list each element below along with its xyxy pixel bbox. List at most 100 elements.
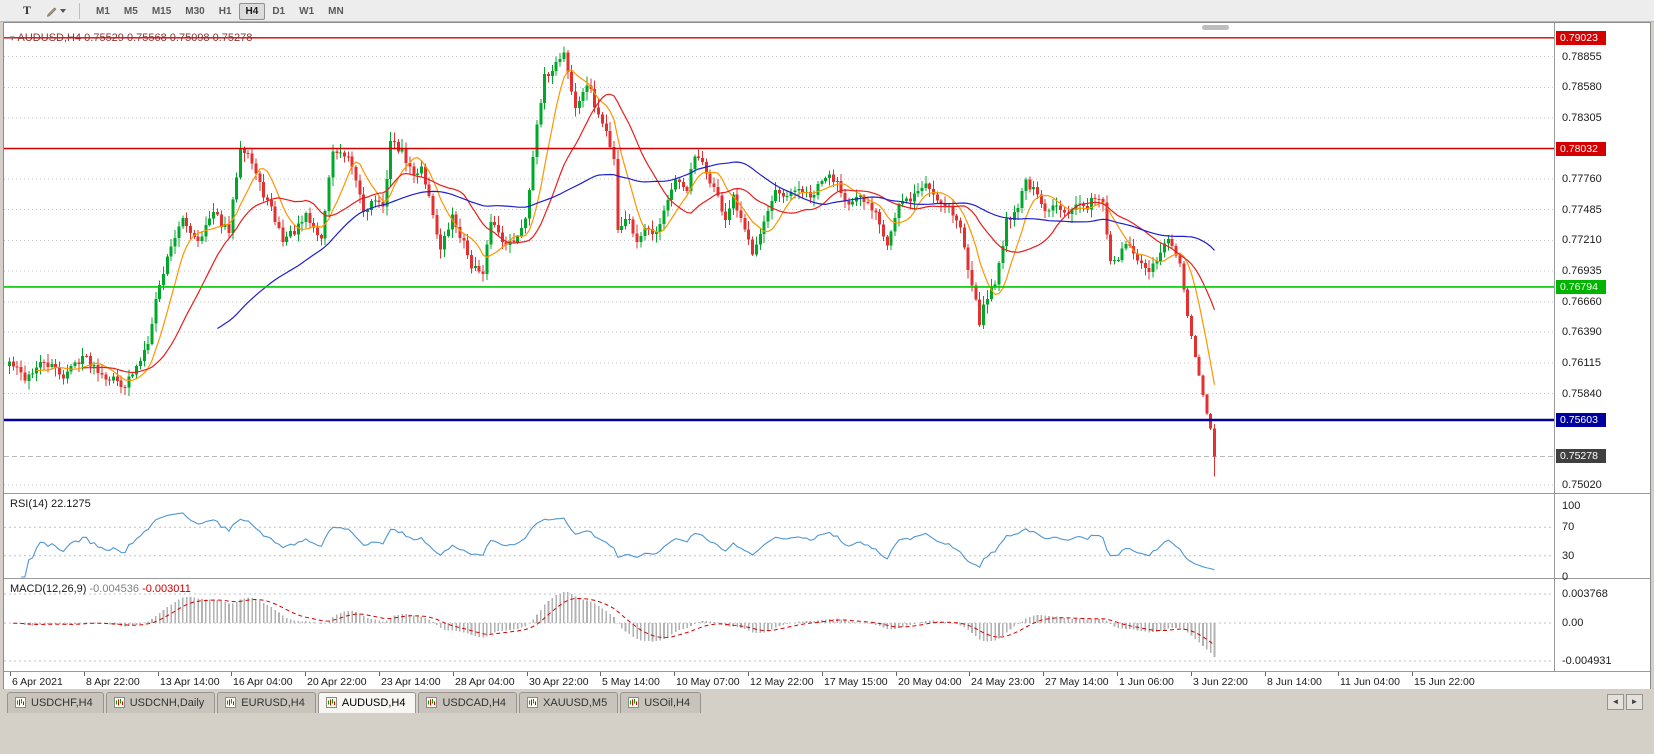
time-axis-label: 13 Apr 14:00 [160,676,220,688]
time-axis-label: 6 Apr 2021 [12,676,63,688]
price-axis-label: 0.78305 [1562,112,1602,124]
time-axis-label: 3 Jun 22:00 [1193,676,1248,688]
chart-icon [426,697,438,708]
tabs-scroll-right-button[interactable]: ► [1626,694,1643,710]
symbol-ohlc-header: ▾ AUDUSD,H4 0.75529 0.75568 0.75098 0.752… [10,32,252,44]
chart-tab-AUDUSD-H4[interactable]: AUDUSD,H4 [317,692,417,713]
time-axis-tick [600,672,601,676]
chart-tab-EURUSD-H4[interactable]: EURUSD,H4 [217,692,316,713]
chart-tab-XAUUSD-M5[interactable]: XAUUSD,M5 [519,692,619,713]
resistance-tag-upper[interactable]: 0.79023 [1556,31,1606,45]
time-axis-tick [1117,672,1118,676]
time-axis-label: 30 Apr 22:00 [529,676,589,688]
panel-divider-rsi[interactable] [4,493,1650,494]
tab-label: EURUSD,H4 [241,696,305,709]
support-tag-blue[interactable]: 0.75603 [1556,413,1606,427]
tab-label: USDCAD,H4 [442,696,507,709]
price-axis-label: 0.76660 [1562,296,1602,308]
chart-icon [628,697,640,708]
chart-tab-USDCHF-H4[interactable]: USDCHF,H4 [7,692,104,713]
chart-scrollbar-thumb[interactable] [1202,25,1229,30]
rsi-axis-label: 30 [1562,550,1575,562]
chart-tab-USDCAD-H4[interactable]: USDCAD,H4 [418,692,518,713]
draw-tool-button[interactable] [41,3,70,18]
time-axis-label: 20 May 04:00 [898,676,962,688]
timeframe-button-M1[interactable]: M1 [89,3,117,20]
timeframe-button-M15[interactable]: M15 [145,3,178,20]
timeframe-button-M30[interactable]: M30 [178,3,211,20]
time-axis-tick [10,672,11,676]
time-axis-tick [822,672,823,676]
main-chart-panel[interactable]: ▾ AUDUSD,H4 0.75529 0.75568 0.75098 0.752… [4,23,1554,493]
timeframe-button-D1[interactable]: D1 [265,3,292,20]
macd-label-text: MACD(12,26,9) [10,583,87,595]
chart-tab-bar: USDCHF,H4 USDCNH,Daily EURUSD,H4 AUDUSD,H4 U… [3,689,1651,715]
candlestick-chart[interactable] [4,23,1554,493]
rsi-axis-label: 70 [1562,521,1575,533]
price-axis-label: 0.78580 [1562,81,1602,93]
price-axis-label: 0.78855 [1562,51,1602,63]
tab-label: USDCNH,Daily [129,696,205,709]
time-axis-label: 16 Apr 04:00 [233,676,293,688]
resistance-tag-lower[interactable]: 0.78032 [1556,142,1606,156]
time-axis-label: 11 Jun 04:00 [1340,676,1400,688]
macd-plot [4,591,1554,662]
time-axis-label: 5 May 14:00 [602,676,660,688]
timeframe-button-H4[interactable]: H4 [238,3,266,20]
timeframe-button-W1[interactable]: W1 [292,3,321,20]
chart-tab-USOil-H4[interactable]: USOil,H4 [620,692,702,713]
time-axis-label: 8 Apr 22:00 [86,676,140,688]
time-axis-label: 12 May 22:00 [750,676,814,688]
timeframe-button-H1[interactable]: H1 [212,3,239,20]
timeframe-button-M5[interactable]: M5 [117,3,145,20]
time-axis-tick [896,672,897,676]
support-tag-green[interactable]: 0.76794 [1556,280,1606,294]
bid-price-tag[interactable]: 0.75278 [1556,449,1606,463]
toolbar-separator [79,2,81,19]
rsi-plot [4,512,1554,578]
price-axis-label: 0.75020 [1562,479,1602,491]
macd-label: MACD(12,26,9) -0.004536 -0.003011 [10,583,191,595]
price-axis-label: 0.77485 [1562,204,1602,216]
time-axis-tick [379,672,380,676]
time-axis-tick [1338,672,1339,676]
rsi-axis-label: 0 [1562,571,1569,583]
rsi-label: RSI(14) 22.1275 [10,498,91,510]
price-axis-label: 0.76115 [1562,357,1601,369]
chart-icon [15,697,26,708]
price-axis[interactable]: 0.78855 0.78580 0.78305 0.77760 0.77485 0.772… [1554,23,1649,671]
time-axis[interactable]: 6 Apr 2021 8 Apr 22:00 13 Apr 14:00 16 Apr … [4,671,1650,689]
time-axis-tick [969,672,970,676]
tab-label: XAUUSD,M5 [543,696,608,709]
chart-area: ▾ AUDUSD,H4 0.75529 0.75568 0.75098 0.752… [3,22,1651,689]
macd-axis-label: 0.00 [1562,617,1584,629]
chart-icon [325,697,337,708]
chart-icon [225,697,237,708]
tab-navigation: ◄ ► [1607,694,1643,710]
time-axis-tick [1412,672,1413,676]
time-axis-label: 15 Jun 22:00 [1414,676,1475,688]
macd-signal-value: -0.003011 [142,583,191,595]
macd-main-value: -0.004536 [89,583,140,595]
time-axis-label: 27 May 14:00 [1045,676,1109,688]
time-axis-label: 1 Jun 06:00 [1119,676,1174,688]
time-axis-label: 24 May 23:00 [971,676,1035,688]
toolbar: T M1 M5 M15 M30 H1 H4 D1 W1 MN [0,0,1654,22]
rsi-axis-label: 100 [1562,500,1581,512]
timeframe-button-MN[interactable]: MN [321,3,351,20]
price-axis-label: 0.77210 [1562,234,1602,246]
tabs-scroll-left-button[interactable]: ◄ [1607,694,1624,710]
price-axis-label: 0.76390 [1562,326,1602,338]
macd-axis-label: -0.004931 [1562,655,1612,667]
chart-tab-USDCNH-Daily[interactable]: USDCNH,Daily [105,692,216,713]
time-axis-label: 20 Apr 22:00 [307,676,367,688]
rsi-panel[interactable]: RSI(14) 22.1275 [4,494,1554,578]
pencil-icon [47,7,57,17]
panel-divider-macd[interactable] [4,578,1650,579]
dropdown-arrow-icon [60,8,67,13]
text-tool-button[interactable]: T [16,1,38,20]
time-axis-tick [305,672,306,676]
time-axis-tick [1191,672,1192,676]
symbol-marker-icon: ▾ [10,33,15,43]
macd-panel[interactable]: MACD(12,26,9) -0.004536 -0.003011 [4,579,1554,671]
